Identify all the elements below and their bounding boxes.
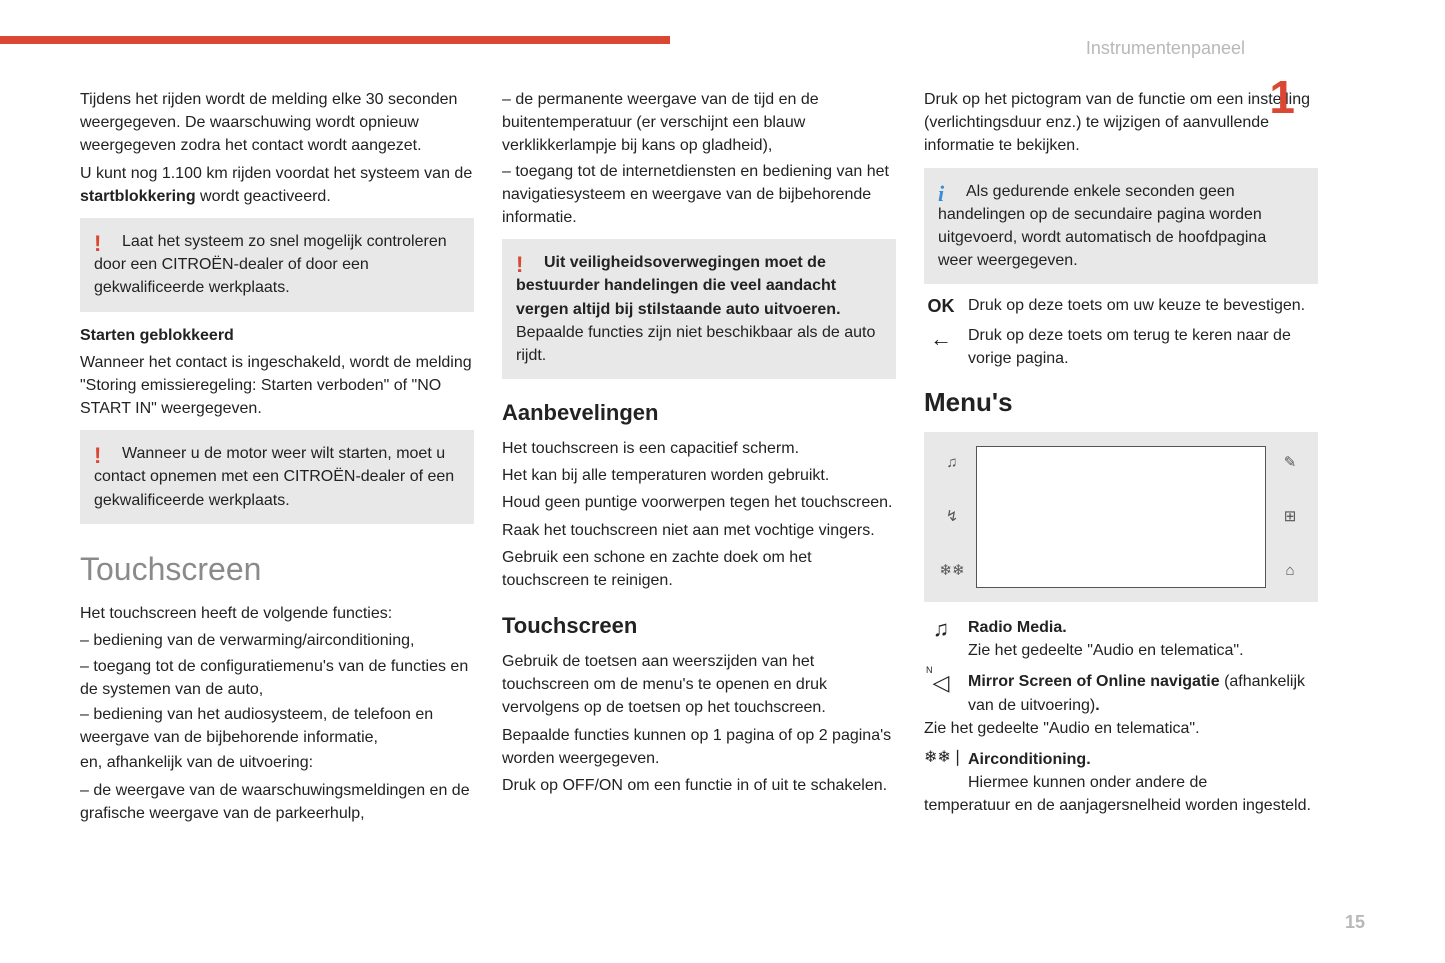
warning-safety-rest: Bepaalde functies zijn niet beschikbaar …: [516, 324, 875, 364]
list-item: toegang tot de internetdiensten en bedie…: [502, 160, 896, 230]
phone-icon: ✎: [1276, 452, 1304, 474]
list-item: bediening van de verwarming/aircondition…: [80, 629, 474, 652]
page-number: 15: [1345, 912, 1365, 933]
intro-2-bold: startblokkering: [80, 188, 196, 205]
back-desc: Druk op deze toets om terug te keren naa…: [968, 324, 1318, 370]
back-arrow-icon: ←: [924, 324, 958, 352]
menu-ac-sub: Hiermee kunnen onder andere de: [968, 771, 1318, 794]
aanbev-p5: Gebruik een schone en zachte doek om het…: [502, 546, 896, 592]
nav-n-label: N: [926, 666, 933, 675]
back-row: ← Druk op deze toets om terug te keren n…: [924, 324, 1318, 370]
subhead-starten-geblokkeerd: Starten geblokkeerd: [80, 324, 474, 347]
menu-mirror-line: Mirror Screen of Online navigatie (afhan…: [968, 670, 1318, 716]
ts2-p1: Gebruik de toetsen aan weerszijden van h…: [502, 650, 896, 720]
column-1: Tijdens het rijden wordt de melding elke…: [80, 88, 474, 827]
nav-arrow-icon: N ◁: [924, 670, 958, 694]
col3-intro: Druk op het pictogram van de functie om …: [924, 88, 1318, 158]
aanbev-p4: Raak het touchscreen niet aan met vochti…: [502, 519, 896, 542]
touchscreen-and: en, afhankelijk van de uitvoering:: [80, 751, 474, 774]
warning-safety-text: Uit veiligheidsoverwegingen moet de best…: [516, 251, 882, 367]
warning-box-1: ! Laat het systeem zo snel mogelijk cont…: [80, 218, 474, 312]
warning-box-2: ! Wanneer u de motor weer wilt starten, …: [80, 430, 474, 524]
menu-mirror-cont: Zie het gedeelte "Audio en telematica".: [924, 717, 1318, 740]
info-icon: i: [938, 178, 944, 210]
aanbev-p2: Het kan bij alle temperaturen worden geb…: [502, 464, 896, 487]
section-header-label: Instrumentenpaneel: [1086, 38, 1245, 59]
list-item: de permanente weergave van de tijd en de…: [502, 88, 896, 158]
ok-row: OK Druk op deze toets om uw keuze te bev…: [924, 294, 1318, 318]
intro-2b: wordt geactiveerd.: [196, 188, 331, 205]
warning-icon: !: [94, 440, 101, 472]
section-title-aanbevelingen: Aanbevelingen: [502, 397, 896, 429]
menu-radio-sub: Zie het gedeelte "Audio en telematica".: [968, 639, 1318, 662]
menu-mirror-dot: .: [1095, 697, 1099, 714]
fan-thermometer-icon: ❄❄❘: [924, 748, 958, 766]
starten-geblokkeerd-text: Wanneer het contact is ingeschakeld, wor…: [80, 351, 474, 421]
menu-ac-cont: temperatuur en de aanjagersnelheid worde…: [924, 794, 1318, 817]
menu-ac-title: Airconditioning.: [968, 748, 1318, 771]
touchscreen-list-2: de weergave van de waarschuwingsmeldinge…: [80, 779, 474, 825]
list-item: bediening van het audiosysteem, de telef…: [80, 703, 474, 749]
screen-right-icons: ✎ ⊞ ⌂: [1276, 446, 1304, 588]
manual-page: Instrumentenpaneel 1 15 Tijdens het rijd…: [0, 0, 1445, 963]
screen-display: [976, 446, 1266, 588]
warning-icon: !: [94, 228, 101, 260]
columns: Tijdens het rijden wordt de melding elke…: [80, 88, 1365, 827]
screen-left-icons: ♫ ↯ ❄❄: [938, 446, 966, 588]
touchscreen-list-1: bediening van de verwarming/aircondition…: [80, 629, 474, 749]
ts2-p2: Bepaalde functies kunnen op 1 pagina of …: [502, 724, 896, 770]
car-icon: ⌂: [1276, 560, 1304, 582]
touchscreen-mock: ♫ ↯ ❄❄ ✎ ⊞ ⌂: [924, 432, 1318, 602]
warning-icon: !: [516, 249, 523, 281]
menus-title: Menu's: [924, 384, 1318, 422]
section-title-touchscreen: Touchscreen: [80, 546, 474, 592]
column-2: de permanente weergave van de tijd en de…: [502, 88, 896, 827]
intro-2a: U kunt nog 1.100 km rijden voordat het s…: [80, 165, 472, 182]
chapter-number: 1: [1269, 70, 1295, 124]
nav-arrow-glyph: ◁: [933, 670, 950, 695]
column-3: Druk op het pictogram van de functie om …: [924, 88, 1318, 827]
warning-2-text: Wanneer u de motor weer wilt starten, mo…: [94, 442, 460, 512]
warning-box-safety: ! Uit veiligheidsoverwegingen moet de be…: [502, 239, 896, 379]
aanbev-p1: Het touchscreen is een capacitief scherm…: [502, 437, 896, 460]
info-box: i Als gedurende enkele seconden geen han…: [924, 168, 1318, 285]
aanbev-p3: Houd geen puntige voorwerpen tegen het t…: [502, 491, 896, 514]
menu-item-mirror-screen: N ◁ Mirror Screen of Online navigatie (a…: [924, 670, 1318, 740]
list-item: de weergave van de waarschuwingsmeldinge…: [80, 779, 474, 825]
ok-desc: Druk op deze toets om uw keuze te bevest…: [968, 294, 1318, 317]
list-item: toegang tot de configuratiemenu's van de…: [80, 655, 474, 701]
touchscreen-intro: Het touchscreen heeft de volgende functi…: [80, 602, 474, 625]
intro-paragraph-2: U kunt nog 1.100 km rijden voordat het s…: [80, 162, 474, 208]
menu-radio-title: Radio Media.: [968, 616, 1318, 639]
music-icon: ♫: [938, 452, 966, 474]
section-title-touchscreen-2: Touchscreen: [502, 610, 896, 642]
climate-icon: ❄❄: [938, 560, 966, 582]
ts2-p3: Druk op OFF/ON om een functie in of uit …: [502, 774, 896, 797]
menu-mirror-title: Mirror Screen of Online navigatie: [968, 673, 1220, 690]
intro-paragraph-1: Tijdens het rijden wordt de melding elke…: [80, 88, 474, 158]
menu-item-radio-media: ♫ Radio Media. Zie het gedeelte "Audio e…: [924, 616, 1318, 662]
ok-label: OK: [924, 294, 958, 318]
nav-icon: ↯: [938, 506, 966, 528]
menu-item-airconditioning: ❄❄❘ Airconditioning. Hiermee kunnen onde…: [924, 748, 1318, 818]
apps-icon: ⊞: [1276, 506, 1304, 528]
top-accent-bar: [0, 36, 670, 44]
info-text: Als gedurende enkele seconden geen hande…: [938, 180, 1304, 273]
warning-1-text: Laat het systeem zo snel mogelijk contro…: [94, 230, 460, 300]
warning-safety-bold: Uit veiligheidsoverwegingen moet de best…: [516, 251, 882, 321]
touchscreen-list-cont: de permanente weergave van de tijd en de…: [502, 88, 896, 229]
music-note-icon: ♫: [924, 616, 958, 640]
